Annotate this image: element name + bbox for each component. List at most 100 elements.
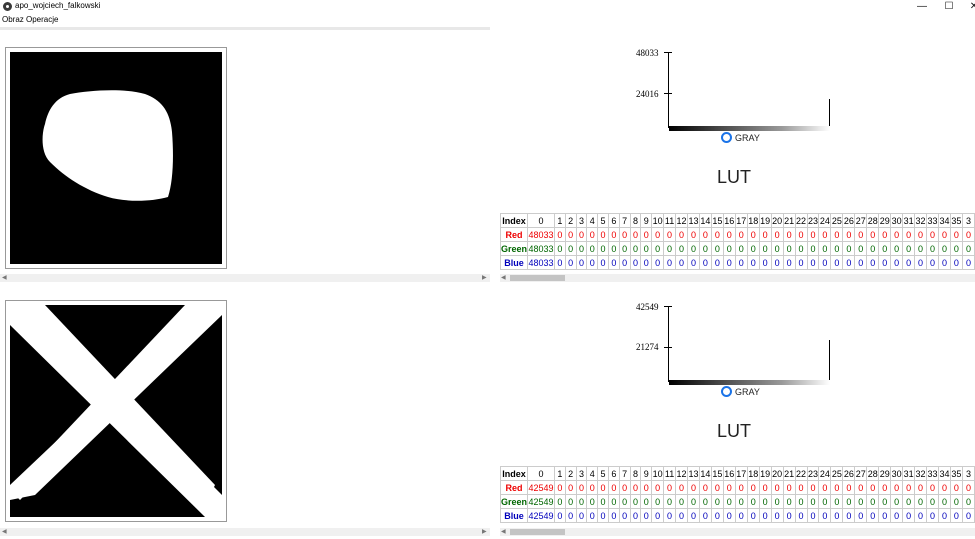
lut-cell: 0 [651, 255, 665, 270]
lut-cell: 0 [618, 508, 631, 523]
lut-cell: 3 [575, 213, 588, 228]
lut-cell: 23 [806, 213, 820, 228]
lut-cell: 0 [770, 494, 784, 509]
histogram-y-axis [668, 306, 669, 382]
lut-cell: 0 [794, 508, 808, 523]
lut-cell: 0 [586, 255, 599, 270]
lut-cell: 42549 [527, 494, 555, 509]
lut-cell: 29 [878, 466, 892, 481]
lut-cell: 0 [854, 494, 868, 509]
lut-cell: 0 [782, 480, 796, 495]
lut-cell: 5 [597, 213, 609, 228]
lut-cell: 0 [794, 494, 808, 509]
lut-cell: 0 [758, 480, 772, 495]
lut-cell: 0 [794, 255, 808, 270]
lut-scrollbar-1[interactable]: ◀ [500, 274, 975, 282]
gray-channel-label: GRAY [735, 387, 760, 397]
lut-row-green: Green 48033 0 0 0 0 0 0 0 0 0 0 0 0 0 0 0 0 0 0 0 0 0 0 0 0 0 0 0 0 0 0… [500, 241, 975, 256]
lut-cell: 0 [686, 241, 700, 256]
lut-cell: 0 [675, 241, 688, 256]
lut-cell: 0 [629, 508, 642, 523]
scroll-thumb[interactable] [510, 275, 565, 281]
lut-cell: 0 [830, 227, 844, 242]
lut-cell: 0 [698, 508, 712, 523]
lut-cell: 0 [758, 255, 772, 270]
lut-cell: 0 [553, 494, 566, 509]
lut-cell: 0 [597, 508, 609, 523]
lut-cell: 0 [937, 227, 951, 242]
lut-cell: 0 [902, 494, 916, 509]
maximize-button[interactable]: ☐ [944, 1, 954, 12]
lut-cell: 3 [961, 213, 975, 228]
scroll-right-icon[interactable]: ▶ [482, 529, 487, 535]
lut-cell: 0 [710, 494, 724, 509]
lut-cell: 31 [902, 466, 916, 481]
lut-cell: 25 [830, 466, 844, 481]
lut-cell: 0 [890, 241, 904, 256]
lut-cell: 0 [818, 241, 832, 256]
lut-cell: 0 [651, 494, 665, 509]
lut-cell: 0 [961, 255, 975, 270]
histogram-mid-label: 24016 [636, 89, 659, 99]
lut-row-header: Green [500, 494, 529, 509]
lut-cell: 0 [770, 508, 784, 523]
scroll-left-icon[interactable]: ◀ [501, 529, 506, 535]
lut-cell: 0 [629, 494, 642, 509]
minimize-button[interactable]: — [917, 1, 927, 12]
close-button[interactable]: ✕ [969, 1, 975, 12]
menu-bar: Obraz Operacje [0, 15, 975, 27]
lut-cell: 0 [686, 480, 700, 495]
lut-cell: 0 [842, 227, 856, 242]
lut-cell: 0 [710, 241, 724, 256]
image-scrollbar-2[interactable]: ◀ ▶ [0, 528, 490, 536]
scroll-left-icon[interactable]: ◀ [501, 275, 506, 281]
lut-cell: 0 [527, 466, 555, 481]
lut-cell: 1 [553, 213, 566, 228]
image-canvas-1 [5, 47, 227, 269]
scroll-left-icon[interactable]: ◀ [2, 275, 7, 281]
lut-cell: 0 [782, 494, 796, 509]
lut-scrollbar-2[interactable]: ◀ [500, 528, 975, 536]
lut-cell: 16 [722, 466, 736, 481]
lut-cell: 2 [564, 466, 577, 481]
lut-cell: 0 [618, 494, 631, 509]
lut-cell: 0 [914, 494, 928, 509]
lut-cell: 29 [878, 213, 892, 228]
lut-cell: 0 [866, 241, 880, 256]
lut-cell: 0 [914, 241, 928, 256]
lut-cell: 27 [854, 213, 868, 228]
scroll-thumb[interactable] [510, 529, 565, 535]
lut-cell: 0 [722, 255, 736, 270]
lut-cell: 12 [675, 213, 688, 228]
lut-cell: 0 [878, 227, 892, 242]
lut-cell: 0 [902, 255, 916, 270]
lut-cell: 0 [770, 227, 784, 242]
lut-table-1: Index 0 1 2 3 4 5 6 7 8 9 10 11 12 13 14 15 16 17 18 19 20 21 2… [500, 213, 975, 270]
lut-row-index: Index 0 1 2 3 4 5 6 7 8 9 10 11 12 13 14 15 16 17 18 19 20 21 2… [500, 466, 975, 481]
lut-cell: 0 [926, 508, 939, 523]
lut-cell: 6 [607, 213, 620, 228]
lut-cell: 0 [746, 494, 760, 509]
lut-cell: 0 [698, 480, 712, 495]
lut-cell: 15 [710, 466, 724, 481]
lut-cell: 0 [663, 227, 677, 242]
gray-channel-radio[interactable]: GRAY [721, 386, 760, 397]
lut-cell: 0 [734, 227, 748, 242]
lut-cell: 0 [597, 255, 609, 270]
lut-cell: 0 [734, 255, 748, 270]
image-scrollbar-1[interactable]: ◀ ▶ [0, 274, 490, 282]
lut-cell: 0 [575, 494, 588, 509]
lut-cell: 0 [866, 480, 880, 495]
menu-operacje[interactable]: Operacje [26, 15, 59, 24]
scroll-left-icon[interactable]: ◀ [2, 529, 7, 535]
lut-cell: 0 [854, 255, 868, 270]
gray-gradient-bar [669, 380, 830, 385]
menu-obraz[interactable]: Obraz [2, 15, 24, 24]
lut-cell: 7 [618, 466, 631, 481]
lut-cell: 13 [686, 466, 700, 481]
lut-cell: 0 [586, 508, 599, 523]
gray-channel-radio[interactable]: GRAY [721, 132, 760, 143]
lut-cell: 33 [926, 213, 939, 228]
lut-cell: 0 [818, 494, 832, 509]
scroll-right-icon[interactable]: ▶ [482, 275, 487, 281]
